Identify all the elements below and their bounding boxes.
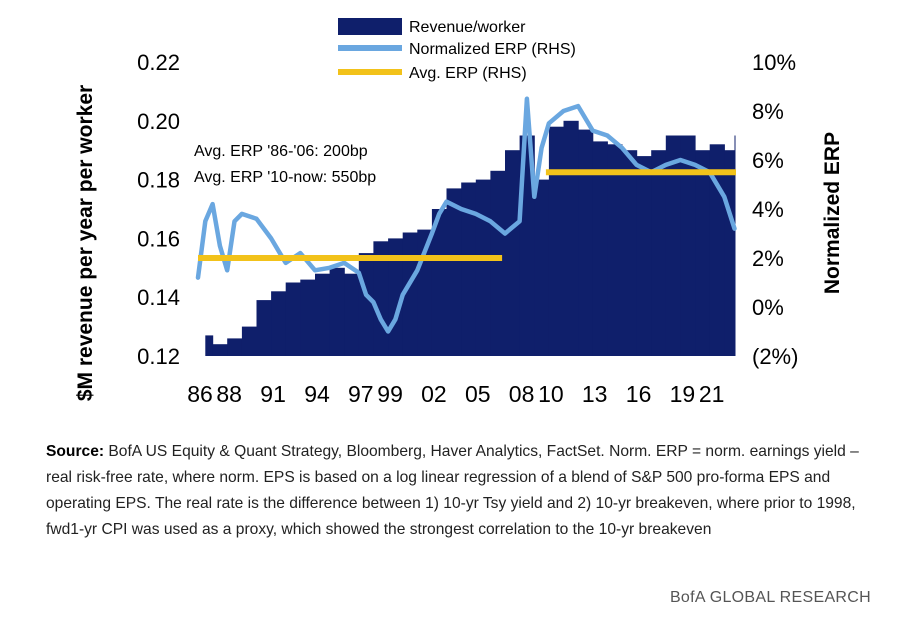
revenue-bar [709,144,725,356]
x-tick-label: 19 [670,381,696,407]
revenue-bar [461,182,477,356]
normalized-erp-line [195,96,737,334]
y2-tick-label: 8% [752,99,784,124]
y2-tick-label: 6% [752,148,784,173]
y2-tick-label: 10% [752,50,796,75]
source-note: Source: BofA US Equity & Quant Strategy,… [46,439,876,543]
x-axis-ticks: 86 88 91 94 97 99 02 05 08 10 13 16 19 21 [187,381,724,407]
revenue-bar [329,267,345,356]
revenue-bar [534,179,550,356]
revenue-bar [622,150,638,356]
x-tick-label: 10 [538,381,564,407]
revenue-bar [505,150,521,356]
x-tick-label: 08 [509,381,535,407]
x-tick-label: 94 [304,381,330,407]
revenue-bar [402,232,418,356]
y2-tick-label: (2%) [752,344,798,369]
y-tick-label: 0.22 [137,50,180,75]
revenue-bar [680,135,696,356]
revenue-bar [315,273,331,356]
revenue-bar [490,170,506,356]
revenue-bar [285,282,301,356]
revenue-bar [205,335,214,356]
x-tick-label: 91 [260,381,286,407]
annotation-avg-erp-10-now: Avg. ERP '10-now: 550bp [194,169,376,186]
revenue-bar [256,300,272,356]
y-tick-label: 0.20 [137,109,180,134]
x-tick-label: 13 [582,381,608,407]
revenue-bar [695,150,711,356]
revenue-bar [212,344,228,356]
revenue-bar [734,135,736,356]
revenue-bar [592,141,608,356]
revenue-bar [475,179,491,356]
annotation-avg-erp-86-06: Avg. ERP '86-'06: 200bp [194,143,368,160]
y2-tick-label: 4% [752,197,784,222]
x-tick-label: 99 [377,381,403,407]
legend-swatch-revenue [338,18,402,35]
x-tick-label: 02 [421,381,447,407]
y-tick-label: 0.14 [137,285,180,310]
x-tick-label: 21 [699,381,725,407]
revenue-bar [227,338,243,356]
x-tick-label: 05 [465,381,491,407]
revenue-bar [578,129,594,356]
source-label: Source: [46,443,105,460]
revenue-bar [446,188,462,356]
y-tick-label: 0.12 [137,344,180,369]
revenue-bar [271,291,287,356]
revenue-bar [241,326,258,356]
revenue-bar [724,150,736,356]
legend: Revenue/worker Normalized ERP (RHS) Avg.… [338,18,576,82]
y2-axis-title: Normalized ERP [821,132,844,294]
revenue-bar [344,273,360,356]
revenue-bar [548,126,565,356]
legend-label-avg-erp: Avg. ERP (RHS) [409,65,527,82]
y2-tick-label: 2% [752,246,784,271]
revenue-bar [358,253,374,356]
x-tick-label: 97 [348,381,374,407]
revenue-bar [651,150,667,356]
revenue-bar [563,120,579,356]
legend-label-revenue: Revenue/worker [409,19,526,36]
y-tick-label: 0.18 [137,168,180,193]
brand-footer: BofA GLOBAL RESEARCH [669,589,871,606]
y-axis-ticks: 0.12 0.14 0.16 0.18 0.20 0.22 [137,50,180,369]
x-tick-label: 16 [626,381,652,407]
legend-label-erp: Normalized ERP (RHS) [409,41,576,58]
revenue-bar [665,135,681,356]
y2-tick-label: 0% [752,295,784,320]
erp-lines [195,96,737,334]
source-text: BofA US Equity & Quant Strategy, Bloombe… [46,443,859,538]
y-axis-title: $M revenue per year per worker [74,85,97,401]
chart: 0.12 0.14 0.16 0.18 0.20 0.22 (2%) 0% 2% 4% 6% 8% 1… [74,18,844,407]
revenue-bar [300,279,316,356]
revenue-bar [607,144,623,356]
y2-axis-ticks: (2%) 0% 2% 4% 6% 8% 10% [752,50,798,369]
x-tick-label: 86 [187,381,213,407]
revenue-bar [431,209,448,356]
revenue-bar [636,156,652,356]
x-tick-label: 88 [216,381,242,407]
y-tick-label: 0.16 [137,226,180,251]
